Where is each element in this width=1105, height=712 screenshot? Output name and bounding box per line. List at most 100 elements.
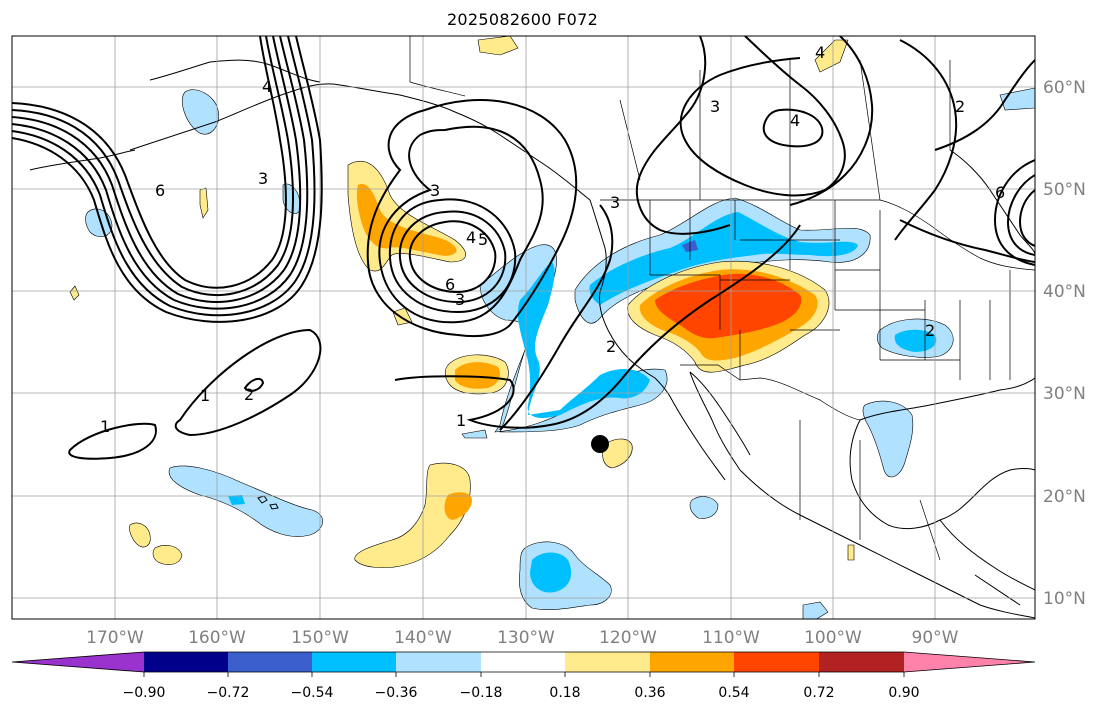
shade-small-blue3 [689, 496, 719, 519]
contour-label: 3 [610, 193, 620, 212]
contour-low-3 [388, 198, 517, 314]
shade-south-orange [444, 492, 472, 520]
contour-right-2 [934, 59, 1035, 151]
coast-mexico-west [739, 469, 1035, 619]
contour-label: 3 [710, 97, 720, 116]
shade-sw-red [655, 273, 802, 339]
contour-lines [12, 36, 1035, 460]
colorbar-tick-label: −0.72 [207, 685, 250, 701]
lon-label: 120°W [599, 628, 657, 648]
colorbar-tick-label: −0.18 [460, 685, 503, 701]
station-marker[interactable] [591, 435, 609, 453]
lon-label: 110°W [702, 628, 760, 648]
colorbar-segment [734, 652, 819, 672]
lat-label: 20°N [1043, 487, 1086, 507]
colorbar-segment [228, 652, 313, 672]
colorbar-segment [819, 652, 904, 672]
contour-label: 3 [258, 169, 268, 188]
lon-label: 130°W [497, 628, 555, 648]
contour-trough-3 [12, 36, 302, 303]
contour-label: 4 [262, 77, 272, 96]
colorbar-segment [144, 652, 229, 672]
contour-top-right-1 [635, 36, 731, 235]
lon-label: 100°W [804, 628, 862, 648]
colorbar-tick-label: −0.36 [375, 685, 418, 701]
colorbar: −0.90 −0.72 −0.54 −0.36 −0.18 0.18 0.36 … [11, 651, 1036, 701]
contour-low-4 [378, 125, 544, 324]
contour-right-3 [899, 219, 1035, 263]
colorbar-tick-label: −0.54 [291, 685, 334, 701]
contour-top-right-3 [789, 36, 874, 206]
contour-label: 1 [200, 386, 210, 405]
contour-1-long [394, 224, 801, 429]
contour-labels: 1 1 2 1 2 3 3 6 4 5 6 3 2 2 3 3 4 4 4 6 [100, 43, 1005, 436]
contour-2-coast [499, 204, 614, 431]
colorbar-tick-label: 0.90 [888, 685, 919, 701]
contour-far-right-2 [1006, 174, 1035, 256]
shade-small-yellow2 [69, 285, 80, 301]
colorbar-tick-label: 0.18 [549, 685, 580, 701]
colorbar-max-extension [904, 652, 1035, 672]
lat-label: 10°N [1043, 589, 1086, 609]
contour-label: 6 [445, 275, 455, 294]
coast-aleutians [29, 149, 136, 171]
border-mexico-states [799, 420, 941, 561]
contour-low-2 [398, 210, 507, 304]
contour-label: 6 [155, 181, 165, 200]
lat-label: 50°N [1043, 180, 1086, 200]
shade-subtrop-orange [455, 362, 500, 389]
border-ak-canada [409, 36, 466, 97]
shade-hawaii-light-blue [168, 465, 323, 537]
contour-trough-6 [12, 36, 323, 323]
shade-alaska-blue [181, 89, 220, 135]
shade-coastal-cyan [517, 262, 650, 418]
shade-yellow-sw1 [129, 522, 151, 548]
colorbar-segment [565, 652, 650, 672]
contour-label: 2 [925, 321, 935, 340]
shade-gulf-light-blue [862, 400, 914, 478]
contour-trough-4 [12, 36, 309, 310]
latitude-labels: 60°N 50°N 40°N 30°N 20°N 10°N [1043, 78, 1086, 609]
contour-top-right-4 [894, 39, 958, 241]
contour-label: 1 [456, 411, 466, 430]
lon-label: 150°W [291, 628, 349, 648]
chart-title: 2025082600 F072 [446, 10, 599, 29]
lat-label: 30°N [1043, 384, 1086, 404]
contour-trough-2 [12, 36, 294, 297]
contour-label: 2 [955, 97, 965, 116]
contour-label: 4 [815, 43, 825, 62]
shade-south-yellow [354, 462, 471, 569]
coast-central-america [939, 519, 1035, 606]
map-frame [11, 35, 1036, 620]
colorbar-tick-label: −0.90 [123, 685, 166, 701]
colorbar-tick-label: 0.54 [718, 685, 749, 701]
shade-w-blue [85, 208, 113, 238]
shade-tiny-yellow [847, 544, 855, 561]
contour-1-hawaii-b [174, 328, 322, 437]
shade-small-blue [461, 429, 488, 439]
coast-west [589, 199, 673, 401]
shade-small-yellow1 [199, 187, 209, 219]
contour-label: 4 [466, 228, 476, 247]
coast-hawaii [257, 495, 279, 510]
lon-label: 90°W [912, 628, 959, 648]
lat-label: 40°N [1043, 282, 1086, 302]
contour-top-right-5 [762, 108, 824, 148]
gridlines [12, 36, 1035, 619]
shade-west-cyan [589, 212, 858, 305]
colorbar-ticks [143, 672, 905, 677]
shade-hawaii-cyan [228, 495, 245, 505]
colorbar-tick-label: 0.36 [634, 685, 665, 701]
longitude-labels: 170°W 160°W 150°W 140°W 130°W 120°W 110°… [86, 628, 959, 648]
contour-trough-5 [12, 36, 316, 317]
shade-small-blue4 [802, 601, 829, 619]
political-borders [409, 36, 1035, 561]
contour-trough-1 [12, 36, 287, 289]
colorbar-segment [650, 652, 735, 672]
shade-plains-cyan [894, 329, 937, 352]
colorbar-segment [396, 652, 481, 672]
contour-label: 2 [606, 337, 616, 356]
lon-label: 140°W [394, 628, 452, 648]
contour-2-small [243, 377, 265, 392]
